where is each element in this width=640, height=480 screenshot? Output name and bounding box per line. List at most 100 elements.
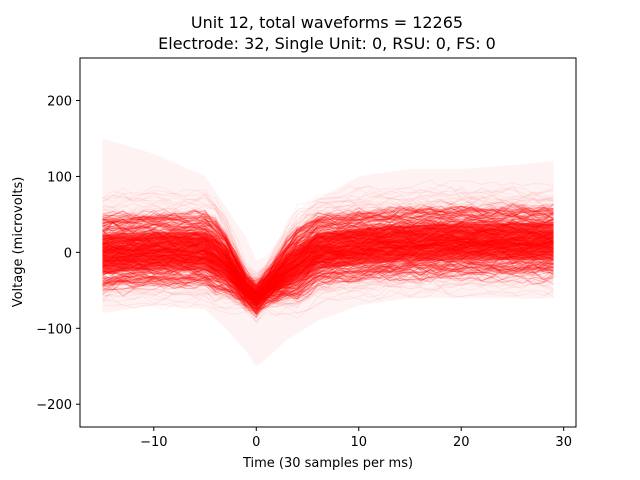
y-axis-label: Voltage (microvolts) xyxy=(11,177,26,308)
waveform-trace xyxy=(102,210,554,287)
waveform-trace xyxy=(102,201,554,284)
waveform-trace xyxy=(102,260,554,311)
waveform-trace xyxy=(102,264,554,319)
waveform-trace xyxy=(102,196,554,278)
waveform-trace xyxy=(102,277,554,324)
y-tick-label: −200 xyxy=(36,398,72,413)
waveform-trace xyxy=(102,264,554,316)
waveform-trace xyxy=(102,266,554,316)
waveform-trace xyxy=(102,270,554,311)
y-tick-label: 100 xyxy=(47,170,72,185)
waveform-trace xyxy=(102,262,554,310)
waveform-core-band xyxy=(102,223,554,306)
waveform-trace xyxy=(102,260,554,307)
waveform-trace xyxy=(102,184,554,273)
waveform-trace xyxy=(102,285,554,323)
waveform-trace xyxy=(102,277,554,310)
waveform-trace xyxy=(102,258,554,314)
waveform-trace xyxy=(102,213,554,288)
waveform-trace xyxy=(102,267,554,314)
waveform-trace xyxy=(102,212,554,298)
waveform-trace xyxy=(102,287,554,317)
waveform-trace xyxy=(102,184,554,275)
waveform-trace xyxy=(102,271,554,315)
waveform-trace xyxy=(102,256,554,301)
waveform-trace xyxy=(102,211,554,289)
waveform-trace xyxy=(102,191,554,282)
waveform-trace xyxy=(102,202,554,282)
waveform-trace xyxy=(102,215,554,291)
waveform-trace xyxy=(102,215,554,291)
waveform-trace xyxy=(102,203,554,286)
waveform-trace xyxy=(102,274,554,316)
waveform-trace xyxy=(102,209,554,291)
waveform-trace xyxy=(102,263,554,307)
waveform-trace xyxy=(102,205,554,282)
waveform-trace xyxy=(102,261,554,310)
waveform-trace xyxy=(102,210,554,288)
waveform-trace xyxy=(102,206,554,289)
waveform-trace xyxy=(102,208,554,287)
waveform-trace xyxy=(102,278,554,316)
x-tick-label: 20 xyxy=(453,435,470,450)
waveform-trace xyxy=(102,202,554,289)
y-tick-label: 200 xyxy=(47,95,72,110)
waveform-trace xyxy=(102,288,554,323)
waveform-trace xyxy=(102,266,554,305)
waveform-trace xyxy=(102,206,554,287)
waveform-trace xyxy=(102,203,554,284)
chart-title-line2: Electrode: 32, Single Unit: 0, RSU: 0, F… xyxy=(158,34,496,53)
waveform-trace xyxy=(102,213,554,285)
waveform-trace xyxy=(102,262,554,310)
waveform-trace xyxy=(102,274,554,312)
waveform-trace xyxy=(102,209,554,289)
waveform-trace xyxy=(102,204,554,285)
waveform-trace xyxy=(102,260,554,315)
waveform-trace xyxy=(102,263,554,310)
waveform-trace xyxy=(102,205,554,290)
waveform-trace xyxy=(102,260,554,315)
waveform-trace xyxy=(102,208,554,283)
waveform-trace-layer xyxy=(102,179,554,324)
waveform-trace xyxy=(102,271,554,316)
waveform-trace xyxy=(102,206,554,288)
waveform-trace xyxy=(102,204,554,287)
waveform-trace xyxy=(102,275,554,314)
waveform-trace xyxy=(102,265,554,313)
waveform-trace xyxy=(102,269,554,313)
waveform-trace xyxy=(102,278,554,319)
x-tick-label: 0 xyxy=(252,435,260,450)
waveform-trace xyxy=(102,194,554,289)
waveform-trace xyxy=(102,215,554,293)
waveform-trace xyxy=(102,263,554,313)
waveform-trace xyxy=(102,264,554,307)
waveform-trace xyxy=(102,257,554,311)
waveform-trace xyxy=(102,207,554,290)
waveform-trace xyxy=(102,262,554,307)
waveform-trace xyxy=(102,191,554,275)
waveform-trace xyxy=(102,208,554,292)
axes-frame xyxy=(79,57,577,428)
waveform-trace xyxy=(102,209,554,286)
waveform-trace xyxy=(102,199,554,283)
x-tick-label: 30 xyxy=(555,435,572,450)
waveform-trace xyxy=(102,220,554,292)
waveform-trace xyxy=(102,215,554,294)
waveform-trace xyxy=(102,271,554,316)
waveform-trace xyxy=(102,263,554,319)
waveform-trace xyxy=(102,278,554,314)
plot-area xyxy=(102,138,554,367)
waveform-trace xyxy=(102,194,554,281)
waveform-trace xyxy=(102,258,554,309)
waveform-trace xyxy=(102,262,554,308)
waveform-trace xyxy=(102,265,554,313)
waveform-trace xyxy=(102,212,554,290)
waveform-trace xyxy=(102,208,554,290)
x-tick-label: 10 xyxy=(350,435,367,450)
waveform-trace xyxy=(102,218,554,294)
waveform-trace xyxy=(102,275,554,309)
waveform-trace xyxy=(102,192,554,280)
waveform-trace xyxy=(102,267,554,311)
waveform-trace xyxy=(102,259,554,309)
